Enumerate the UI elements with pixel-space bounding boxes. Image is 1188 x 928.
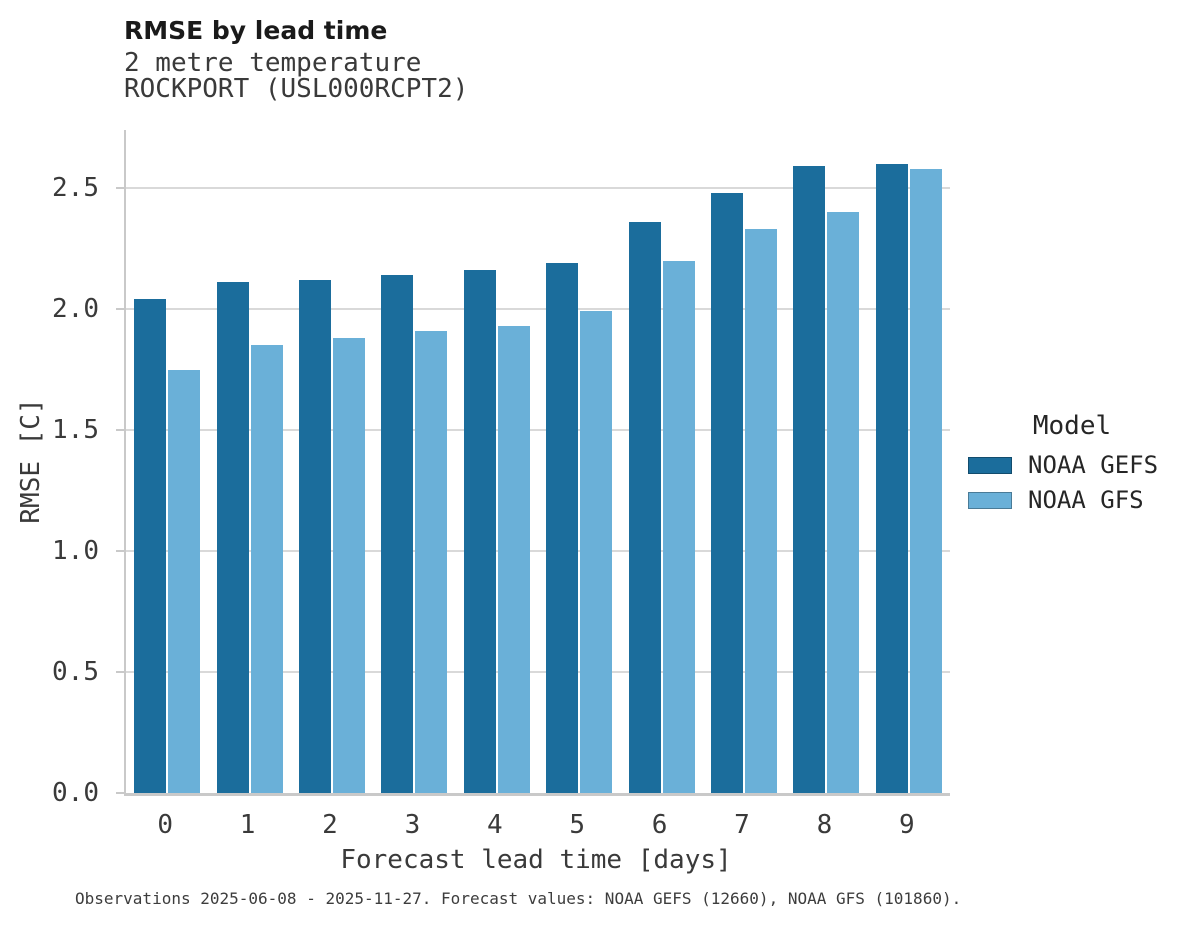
bar-noaa-gfs-day-0 bbox=[168, 369, 201, 793]
bar-noaa-gefs-day-8 bbox=[793, 166, 826, 793]
gridline-y-2.5 bbox=[126, 187, 950, 190]
chart-subtitle-station: ROCKPORT (USL000RCPT2) bbox=[124, 74, 469, 104]
gridline-y-0.5 bbox=[126, 671, 950, 673]
legend-label-noaa-gefs: NOAA GEFS bbox=[1028, 451, 1159, 479]
chart-title: RMSE by lead time bbox=[124, 16, 388, 45]
x-tick-label-2: 2 bbox=[322, 810, 338, 840]
bar-noaa-gfs-day-9 bbox=[909, 168, 942, 793]
gridline-y-1.0 bbox=[126, 550, 950, 553]
legend-item-noaa-gefs: NOAA GEFS bbox=[968, 451, 1176, 479]
y-tick-label-2.0: 2.0 bbox=[52, 294, 99, 325]
y-tick-label-1.0: 1.0 bbox=[52, 536, 99, 567]
y-tick-label-0.0: 0.0 bbox=[52, 778, 99, 808]
bar-noaa-gefs-day-9 bbox=[875, 163, 908, 793]
bar-noaa-gefs-day-3 bbox=[381, 275, 414, 793]
y-tick-mark bbox=[116, 792, 124, 794]
y-tick-label-0.5: 0.5 bbox=[52, 657, 99, 687]
x-axis-label: Forecast lead time [days] bbox=[340, 845, 732, 875]
x-tick-label-8: 8 bbox=[816, 810, 833, 840]
legend-title: Model bbox=[1032, 411, 1112, 441]
y-tick-mark bbox=[116, 308, 124, 311]
bar-noaa-gefs-day-7 bbox=[711, 192, 743, 793]
y-tick-label-1.5: 1.5 bbox=[52, 415, 99, 446]
bar-noaa-gefs-day-4 bbox=[463, 270, 496, 793]
footnote: Observations 2025-06-08 - 2025-11-27. Fo… bbox=[75, 889, 962, 908]
x-tick-label-3: 3 bbox=[404, 810, 421, 840]
bar-noaa-gfs-day-6 bbox=[662, 260, 695, 793]
y-axis-label: RMSE [C] bbox=[16, 398, 46, 524]
legend: Model NOAA GEFS NOAA GFS bbox=[968, 412, 1176, 522]
chart-subtitle: 2 metre temperature ROCKPORT (USL000RCPT… bbox=[124, 50, 468, 102]
chart-subtitle-variable: 2 metre temperature bbox=[124, 48, 422, 78]
bar-noaa-gefs-day-1 bbox=[216, 282, 249, 793]
legend-swatch-noaa-gefs-icon bbox=[968, 456, 1012, 474]
x-tick-label-4: 4 bbox=[486, 810, 503, 840]
y-tick-mark bbox=[116, 429, 124, 432]
bar-noaa-gefs-day-5 bbox=[546, 263, 579, 793]
x-tick-label-5: 5 bbox=[569, 810, 586, 840]
y-tick-mark bbox=[116, 671, 124, 673]
legend-item-noaa-gfs: NOAA GFS bbox=[968, 486, 1176, 514]
bar-noaa-gefs-day-2 bbox=[299, 280, 331, 793]
x-tick-label-7: 7 bbox=[734, 810, 750, 840]
bar-noaa-gfs-day-3 bbox=[415, 330, 448, 793]
bar-noaa-gefs-day-6 bbox=[628, 221, 661, 793]
y-tick-label-2.5: 2.5 bbox=[52, 173, 99, 204]
bar-noaa-gefs-day-0 bbox=[134, 299, 167, 793]
x-tick-label-0: 0 bbox=[157, 810, 174, 840]
y-tick-mark bbox=[116, 550, 124, 553]
bar-noaa-gfs-day-7 bbox=[745, 229, 777, 793]
x-tick-label-6: 6 bbox=[651, 810, 668, 840]
y-tick-mark bbox=[116, 187, 124, 190]
bar-noaa-gfs-day-8 bbox=[827, 212, 860, 793]
bar-noaa-gfs-day-5 bbox=[580, 311, 613, 793]
bar-noaa-gfs-day-1 bbox=[250, 345, 283, 793]
x-tick-label-9: 9 bbox=[898, 810, 915, 840]
gridline-y-2.0 bbox=[126, 308, 950, 311]
plot-area bbox=[116, 130, 950, 796]
bar-noaa-gfs-day-4 bbox=[497, 326, 530, 793]
bar-noaa-gfs-day-2 bbox=[333, 338, 365, 793]
gridline-y-1.5 bbox=[126, 429, 950, 432]
legend-label-noaa-gfs: NOAA GFS bbox=[1028, 486, 1144, 514]
x-tick-label-1: 1 bbox=[239, 810, 256, 840]
legend-swatch-noaa-gfs-icon bbox=[968, 491, 1012, 509]
